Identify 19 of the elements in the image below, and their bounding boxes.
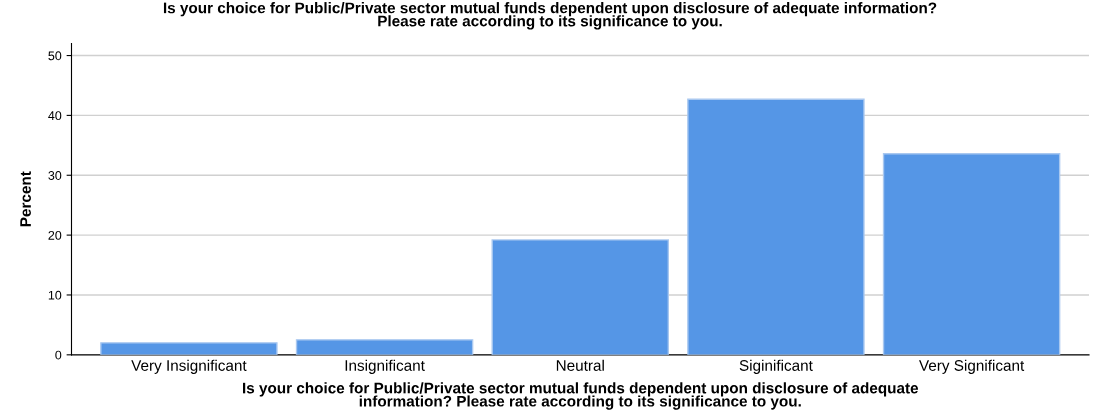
bar — [491, 239, 669, 355]
bar — [100, 342, 278, 355]
y-tick-label: 30 — [48, 171, 62, 180]
x-tick-label: Very Significant — [919, 359, 1025, 374]
y-tick-label: 10 — [48, 290, 62, 300]
chart-title: Is your choice for Public/Private sector mutual funds dependent upon disclosure of adequate information? Please rate according to its significance to you. — [163, 2, 937, 30]
y-tick-label: 0 — [55, 350, 62, 360]
y-tick-label: 50 — [48, 51, 62, 61]
x-tick-label: Very Insignificant — [131, 359, 247, 374]
y-tick-label: 20 — [48, 230, 62, 240]
x-axis-title: Is your choice for Public/Private sector mutual funds dependent upon disclosure of adequate information? Please rate according to its significance to you. — [243, 382, 919, 410]
x-tick-label: Siginificant — [739, 359, 813, 374]
bar — [882, 153, 1061, 355]
x-tick-label: Neutral — [556, 359, 604, 371]
y-tick-label: 40 — [48, 111, 62, 121]
bar — [687, 98, 865, 355]
x-tick-label: Insignificant — [345, 359, 425, 374]
bar — [295, 339, 474, 355]
y-axis-title: Percent — [20, 171, 31, 227]
